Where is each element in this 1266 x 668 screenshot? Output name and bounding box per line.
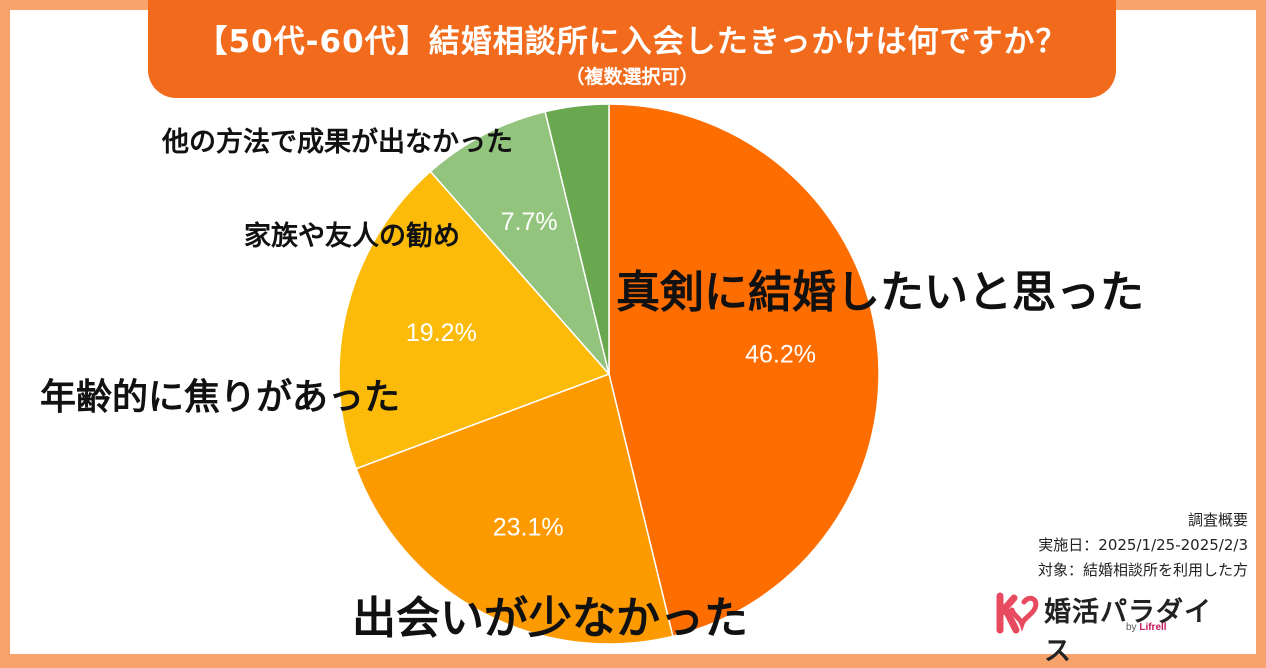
title-banner: 【50代-60代】結婚相談所に入会したきっかけは何ですか？ （複数選択可） bbox=[148, 0, 1116, 98]
survey-target: 対象：結婚相談所を利用した方 bbox=[1037, 561, 1248, 579]
pie-slice-other-methods bbox=[544, 103, 610, 375]
pie-slice-family bbox=[429, 110, 610, 375]
category-label-age: 年齢的に焦りがあった bbox=[40, 377, 401, 418]
logo-name: 婚活パラダイス bbox=[1044, 597, 1212, 667]
data-label-few-encounters: 23.1% bbox=[493, 514, 564, 542]
survey-period: 実施日：2025/1/25-2025/2/3 bbox=[1038, 536, 1248, 554]
category-label-other-methods: 他の方法で成果が出なかった bbox=[162, 127, 513, 158]
chart-subtitle: （複数選択可） bbox=[565, 66, 699, 88]
data-label-serious: 46.2% bbox=[745, 340, 816, 368]
category-label-few-encounters: 出会いが少なかった bbox=[352, 593, 748, 644]
logo-brand: Lifrell bbox=[1139, 622, 1167, 633]
category-label-serious: 真剣に結婚したいと思った bbox=[616, 267, 1144, 318]
heart-logo-icon bbox=[996, 592, 1039, 634]
survey-summary: 調査概要 実施日：2025/1/25-2025/2/3 対象：結婚相談所を利用し… bbox=[1038, 508, 1248, 583]
survey-heading: 調査概要 bbox=[1187, 511, 1248, 529]
brand-logo: 婚活パラダイス by Lifrell bbox=[994, 588, 1234, 667]
category-label-family: 家族や友人の勧め bbox=[244, 221, 460, 252]
pie-slice-serious bbox=[608, 103, 880, 638]
pie-slice-age bbox=[338, 170, 611, 470]
logo-byline: by Lifrell bbox=[1126, 622, 1167, 633]
pie-slice-few-encounters bbox=[355, 373, 674, 645]
logo-by-text: by bbox=[1126, 622, 1137, 633]
chart-title: 【50代-60代】結婚相談所に入会したきっかけは何ですか？ bbox=[196, 24, 1068, 60]
data-label-family: 7.7% bbox=[501, 208, 558, 236]
data-label-age: 19.2% bbox=[406, 319, 477, 347]
